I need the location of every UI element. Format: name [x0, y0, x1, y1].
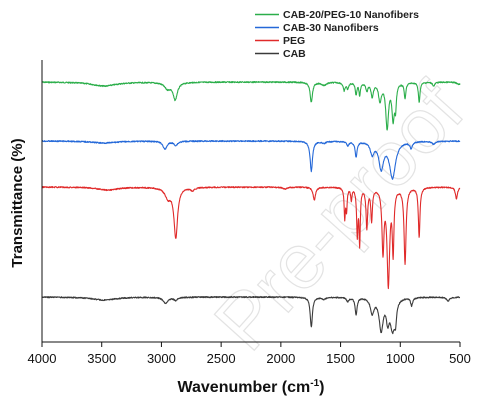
- x-tick-label-2000: 2000: [266, 351, 295, 366]
- x-axis-title-close: ): [319, 379, 324, 396]
- x-axis-title: Wavenumber (cm-1): [177, 378, 324, 396]
- x-tick-label-3500: 3500: [87, 351, 116, 366]
- y-axis-title: Transmittance (%): [9, 138, 26, 267]
- x-axis-title-main: Wavenumber (cm: [177, 379, 310, 396]
- watermark: Pre-proof: [197, 66, 480, 367]
- legend-label-3: CAB: [283, 48, 306, 60]
- x-tick-label-2500: 2500: [207, 351, 236, 366]
- x-tick-label-1000: 1000: [386, 351, 415, 366]
- x-tick-label-1500: 1500: [326, 351, 355, 366]
- series-line-3: [41, 295, 461, 335]
- x-tick-label-3000: 3000: [147, 351, 176, 366]
- x-axis-ticks: 4000 3500 3000 2500 2000 1500 1000 500: [28, 342, 471, 366]
- x-axis-title-sup: -1: [310, 378, 319, 389]
- series-line-2: [41, 185, 461, 290]
- series-line-0: [41, 80, 461, 131]
- series-line-1: [41, 139, 461, 180]
- legend-label-2: PEG: [283, 35, 305, 47]
- legend-label-1: CAB-30 Nanofibers: [283, 22, 379, 34]
- x-tick-label-500: 500: [449, 351, 471, 366]
- series-group: [41, 80, 461, 335]
- x-tick-label-4000: 4000: [28, 351, 57, 366]
- legend-label-0: CAB-20/PEG-10 Nanofibers: [283, 9, 419, 21]
